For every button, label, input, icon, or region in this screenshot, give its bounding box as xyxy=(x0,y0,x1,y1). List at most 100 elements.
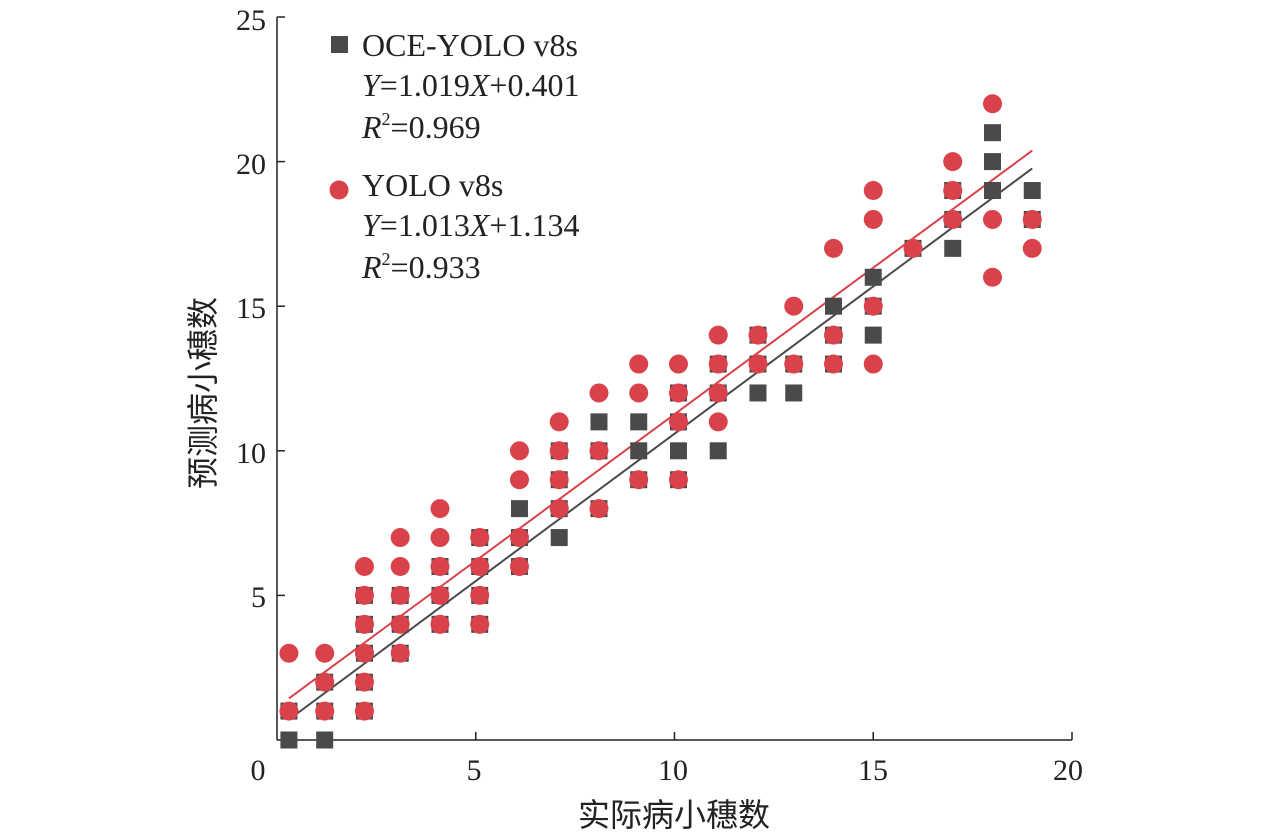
data-point-circle xyxy=(430,528,450,548)
y-tick-label: 5 xyxy=(251,581,266,614)
y-tick-label: 25 xyxy=(236,4,266,37)
data-point-square xyxy=(1023,182,1041,200)
data-point-circle xyxy=(589,499,609,519)
data-point-square xyxy=(785,384,803,402)
data-point-square xyxy=(510,500,528,518)
y-tick-label: 15 xyxy=(236,292,266,325)
data-point-circle xyxy=(390,585,410,605)
data-point-circle xyxy=(668,354,688,374)
data-point-circle xyxy=(629,354,649,374)
data-point-circle xyxy=(430,556,450,576)
data-point-circle xyxy=(1022,238,1042,258)
data-point-circle xyxy=(784,354,804,374)
data-point-square xyxy=(316,731,334,749)
data-point-circle xyxy=(470,528,490,548)
data-point-circle xyxy=(589,441,609,461)
legend-equation: Y=1.013X+1.134 xyxy=(362,207,579,243)
data-point-square xyxy=(944,239,962,257)
legend-series-name: YOLO v8s xyxy=(362,167,503,203)
x-tick-label: 15 xyxy=(858,754,888,787)
legend-r-squared: R2=0.969 xyxy=(361,109,481,145)
data-point-circle xyxy=(863,296,883,316)
data-point-circle xyxy=(629,383,649,403)
data-point-circle xyxy=(748,325,768,345)
data-point-square xyxy=(630,442,648,460)
data-point-circle xyxy=(549,441,569,461)
fit-line-oce-yolo xyxy=(288,167,1033,721)
data-point-square xyxy=(550,529,568,547)
data-point-circle xyxy=(748,354,768,374)
data-point-circle xyxy=(589,383,609,403)
data-point-circle xyxy=(470,614,490,634)
data-point-circle xyxy=(784,296,804,316)
data-point-circle xyxy=(668,470,688,490)
data-point-square xyxy=(984,153,1001,171)
data-point-square xyxy=(749,384,767,402)
data-point-circle xyxy=(315,643,335,663)
data-point-circle xyxy=(509,528,529,548)
data-point-square xyxy=(280,731,298,749)
data-point-circle xyxy=(470,556,490,576)
data-point-square xyxy=(709,442,727,460)
x-axis-title: 实际病小穗数 xyxy=(578,796,770,834)
data-point-square xyxy=(984,182,1001,200)
data-point-circle xyxy=(983,209,1002,229)
data-point-circle xyxy=(708,383,728,403)
data-point-circle xyxy=(390,528,410,548)
x-tick-label: 20 xyxy=(1053,754,1083,787)
legend-series-name: OCE-YOLO v8s xyxy=(362,27,578,63)
data-point-circle xyxy=(315,701,335,721)
data-point-circle xyxy=(824,325,843,345)
legend-circle-marker xyxy=(329,180,349,200)
data-point-circle xyxy=(549,470,569,490)
data-point-circle xyxy=(509,470,529,490)
data-point-circle xyxy=(509,556,529,576)
data-point-circle xyxy=(430,585,450,605)
x-tick-label: 10 xyxy=(658,754,688,787)
data-point-circle xyxy=(315,672,335,692)
data-point-circle xyxy=(549,499,569,519)
data-point-square xyxy=(825,297,842,315)
data-point-circle xyxy=(354,614,374,634)
x-tick-label: 0 xyxy=(251,754,266,787)
data-point-circle xyxy=(279,701,299,721)
data-point-circle xyxy=(668,412,688,432)
data-point-square xyxy=(590,413,608,431)
data-point-circle xyxy=(863,181,883,201)
tick-labels: 0 5 10 15 20 5 10 15 20 25 xyxy=(236,4,1083,787)
data-point-circle xyxy=(549,412,569,432)
data-point-square xyxy=(630,413,648,431)
data-point-square xyxy=(669,442,687,460)
data-points xyxy=(279,94,1042,749)
data-point-circle xyxy=(903,238,923,258)
legend: OCE-YOLO v8s Y=1.019X+0.401 R2=0.969 YOL… xyxy=(329,27,579,285)
data-point-circle xyxy=(1022,209,1042,229)
data-point-circle xyxy=(390,643,410,663)
data-point-circle xyxy=(430,499,450,519)
data-point-circle xyxy=(708,325,728,345)
data-point-circle xyxy=(354,556,374,576)
data-point-circle xyxy=(708,412,728,432)
x-tick-label: 5 xyxy=(467,754,482,787)
data-point-circle xyxy=(983,267,1002,287)
legend-equation: Y=1.019X+0.401 xyxy=(362,67,579,103)
data-point-circle xyxy=(430,614,450,634)
data-point-circle xyxy=(354,701,374,721)
data-point-circle xyxy=(983,94,1002,114)
data-point-circle xyxy=(943,181,963,201)
data-point-circle xyxy=(824,354,843,374)
legend-square-marker xyxy=(331,36,348,53)
data-point-square xyxy=(864,268,882,286)
y-axis-title: 预测病小穗数 xyxy=(184,297,222,489)
data-point-circle xyxy=(390,614,410,634)
data-point-circle xyxy=(863,354,883,374)
data-point-circle xyxy=(708,354,728,374)
data-point-circle xyxy=(509,441,529,461)
y-tick-label: 20 xyxy=(236,148,266,181)
legend-r-squared: R2=0.933 xyxy=(361,249,481,285)
data-point-circle xyxy=(943,209,963,229)
data-point-circle xyxy=(824,238,843,258)
data-point-circle xyxy=(629,470,649,490)
y-tick-label: 10 xyxy=(236,437,266,470)
